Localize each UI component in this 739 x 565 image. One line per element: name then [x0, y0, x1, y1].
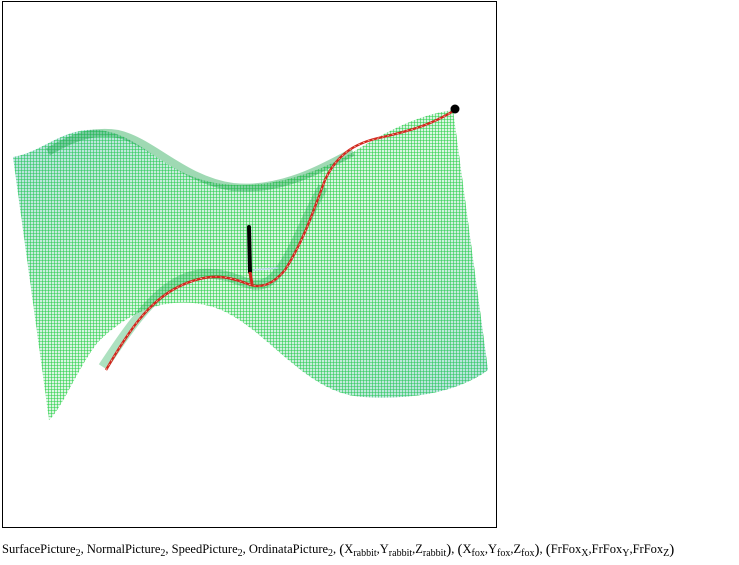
normal-vector — [247, 225, 252, 274]
caption-sub: Y — [622, 548, 630, 559]
speed-vector — [248, 271, 254, 285]
caption-frfox-x: FrFox — [550, 542, 582, 556]
caption-sub: fox — [521, 548, 535, 559]
caption-sep: , — [588, 542, 592, 556]
caption-sep: , — [451, 542, 455, 556]
caption-sep: , — [80, 542, 84, 556]
surface-plot-canvas — [13, 104, 488, 420]
caption-y-fox: Y — [487, 542, 497, 556]
caption-sub: X — [581, 548, 589, 559]
caption-x-fox: X — [462, 542, 472, 556]
caption-x-rabbit: X — [344, 542, 354, 556]
caption-sep: , — [629, 542, 633, 556]
caption-paren: ( — [545, 542, 551, 558]
ordinata-vector — [252, 267, 279, 271]
caption-normal-picture: NormalPicture — [86, 542, 161, 556]
caption-sub: rabbit — [422, 548, 447, 559]
caption-sep: , — [165, 542, 169, 556]
caption-sub: fox — [471, 548, 485, 559]
caption-frfox-z: FrFox — [632, 542, 664, 556]
caption-surface-picture: SurfacePicture — [2, 542, 76, 556]
caption-sub: fox — [497, 548, 511, 559]
rabbit-marker — [450, 104, 460, 114]
caption-paren: ) — [446, 542, 452, 558]
caption-sep: , — [333, 542, 337, 556]
caption-sub: 2 — [328, 548, 334, 559]
caption-sub: rabbit — [353, 548, 377, 559]
caption-y-rabbit: Y — [379, 542, 389, 556]
plot-caption: SurfacePicture2, NormalPicture2, SpeedPi… — [2, 541, 675, 559]
caption-paren: ( — [339, 542, 345, 558]
caption-sep: , — [376, 542, 380, 556]
caption-frfox-y: FrFox — [591, 542, 623, 556]
caption-paren: ) — [534, 542, 540, 558]
caption-z-rabbit: Z — [415, 542, 423, 556]
caption-sep: , — [242, 542, 246, 556]
caption-sub: 2 — [237, 548, 243, 559]
caption-z-fox: Z — [513, 542, 522, 556]
caption-paren: ) — [669, 542, 675, 558]
caption-sep: , — [484, 542, 488, 556]
caption-sub: Z — [663, 548, 670, 559]
caption-sep: , — [510, 542, 514, 556]
caption-ordinata-picture: OrdinataPicture — [248, 542, 329, 556]
caption-sub: rabbit — [388, 548, 413, 559]
rabbit-trajectory-highlight — [105, 109, 456, 371]
caption-sub: 2 — [75, 548, 81, 559]
caption-sep: , — [539, 542, 543, 556]
surface-plot-region[interactable] — [2, 1, 497, 528]
caption-speed-picture: SpeedPicture — [171, 542, 238, 556]
caption-paren: ( — [457, 542, 463, 558]
caption-sep: , — [412, 542, 416, 556]
surface-ridge-back — [45, 128, 355, 192]
caption-sub: 2 — [160, 548, 166, 559]
